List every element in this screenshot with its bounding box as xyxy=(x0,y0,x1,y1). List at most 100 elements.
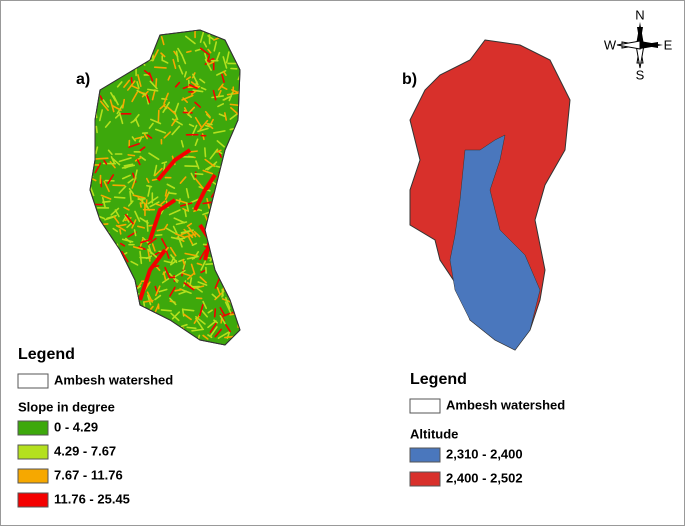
slope-stroke xyxy=(195,317,204,330)
slope-stroke xyxy=(182,313,192,321)
slope-stroke xyxy=(171,118,177,127)
slope-stroke xyxy=(149,118,162,125)
slope-stroke xyxy=(116,81,123,88)
north-arrow: N E S W xyxy=(604,7,673,82)
altitude-low xyxy=(449,134,541,351)
steep-channel xyxy=(138,248,167,301)
slope-stroke xyxy=(118,157,132,163)
slope-stroke xyxy=(134,118,140,127)
slope-stroke xyxy=(118,112,124,125)
slope-stroke xyxy=(175,199,188,204)
slope-stroke xyxy=(145,177,150,184)
slope-stroke xyxy=(192,73,199,86)
slope-stroke xyxy=(182,308,195,312)
slope-stroke xyxy=(196,262,203,266)
slope-stroke xyxy=(148,72,154,82)
slope-stroke xyxy=(225,51,230,64)
slope-stroke xyxy=(136,159,141,166)
slope-stroke xyxy=(155,78,158,89)
slope-stroke xyxy=(113,215,120,224)
slope-stroke xyxy=(225,297,231,310)
slope-stroke xyxy=(140,238,153,244)
slope-stroke xyxy=(206,123,214,130)
compass-e: E xyxy=(664,37,673,52)
slope-stroke xyxy=(183,228,194,239)
slope-stroke xyxy=(174,269,186,278)
slope-stroke xyxy=(215,149,222,153)
slope-stroke xyxy=(136,81,140,89)
slope-stroke xyxy=(148,152,160,161)
slope-stroke xyxy=(191,242,198,247)
slope-stroke xyxy=(185,76,192,81)
slope-stroke xyxy=(103,159,108,165)
slope-stroke xyxy=(197,281,208,286)
slope-stroke xyxy=(209,148,219,160)
slope-stroke xyxy=(167,106,177,115)
slope-stroke xyxy=(131,91,138,103)
legend-label: 11.76 - 25.45 xyxy=(54,491,130,506)
slope-stroke xyxy=(190,172,196,181)
slope-stroke xyxy=(174,232,185,238)
slope-stroke xyxy=(169,260,178,266)
slope-stroke xyxy=(137,74,142,88)
slope-stroke xyxy=(212,89,217,101)
slope-stroke xyxy=(225,324,232,333)
slope-stroke xyxy=(201,133,205,141)
slope-stroke xyxy=(172,225,178,235)
slope-stroke xyxy=(170,236,183,241)
slope-stroke xyxy=(186,326,197,330)
slope-stroke xyxy=(163,131,172,139)
slope-stroke xyxy=(112,227,119,233)
slope-stroke xyxy=(181,54,187,65)
slope-stroke xyxy=(139,146,146,152)
steep-channel xyxy=(156,148,192,182)
legend-swatch xyxy=(17,444,49,460)
legend-subtitle: Altitude xyxy=(410,426,458,441)
slope-stroke xyxy=(151,243,156,252)
slope-stroke xyxy=(158,288,168,293)
slope-stroke xyxy=(127,80,136,91)
slope-stroke xyxy=(161,238,168,250)
slope-stroke xyxy=(219,314,226,325)
slope-stroke xyxy=(216,286,221,295)
slope-stroke xyxy=(191,124,198,136)
slope-stroke xyxy=(183,282,195,291)
slope-stroke xyxy=(128,142,140,148)
slope-stroke xyxy=(123,163,134,167)
slope-stroke xyxy=(173,102,180,115)
legend-label: 2,400 - 2,502 xyxy=(446,470,523,485)
slope-stroke xyxy=(195,160,200,170)
legend-swatch xyxy=(17,420,49,436)
slope-stroke xyxy=(226,92,240,96)
panel-label: b) xyxy=(402,71,417,88)
slope-stroke xyxy=(199,78,206,84)
slope-stroke xyxy=(205,262,214,266)
slope-stroke xyxy=(154,167,163,177)
slope-stroke xyxy=(123,79,131,88)
slope-stroke xyxy=(168,209,181,216)
slope-stroke xyxy=(94,162,102,174)
slope-stroke xyxy=(194,178,204,189)
slope-stroke xyxy=(214,328,223,338)
slope-stroke xyxy=(147,88,159,92)
slope-stroke xyxy=(118,185,127,194)
legend-title: Legend xyxy=(18,346,75,363)
slope-stroke xyxy=(173,217,186,224)
slope-stroke xyxy=(155,203,163,207)
slope-stroke xyxy=(171,311,181,320)
slope-stroke xyxy=(189,277,193,286)
legend-swatch xyxy=(17,468,49,484)
slope-stroke xyxy=(204,58,212,71)
slope-stroke xyxy=(151,89,156,101)
slope-stroke xyxy=(188,226,197,238)
slope-stroke xyxy=(187,235,194,246)
slope-stroke xyxy=(161,161,168,165)
slope-stroke xyxy=(121,174,131,180)
slope-stroke xyxy=(147,248,151,262)
slope-stroke xyxy=(213,319,219,324)
slope-stroke xyxy=(113,196,126,199)
slope-stroke xyxy=(175,221,188,226)
slope-stroke xyxy=(162,101,171,113)
slope-stroke xyxy=(132,113,140,123)
slope-stroke xyxy=(157,109,160,123)
